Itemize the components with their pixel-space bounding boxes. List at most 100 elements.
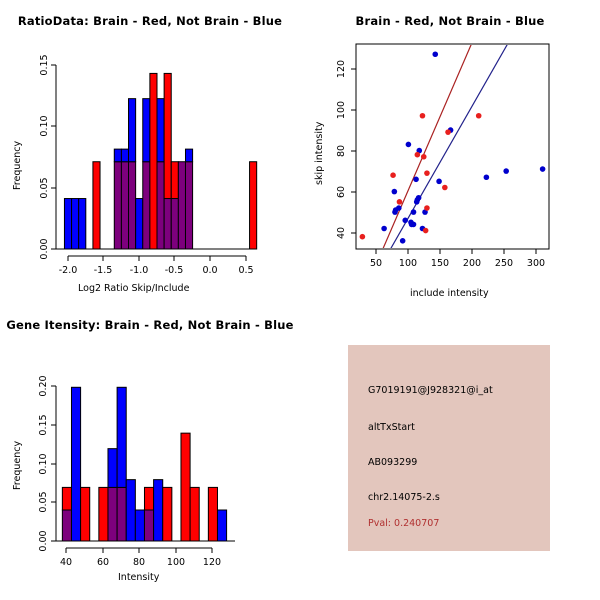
- svg-text:0.05: 0.05: [39, 177, 50, 198]
- svg-text:0.05: 0.05: [38, 491, 49, 512]
- histogram-bar-overlap: [113, 161, 122, 250]
- histogram-bar: [107, 448, 118, 488]
- histogram-bar-overlap: [107, 486, 118, 542]
- histogram-bar: [162, 486, 173, 542]
- histogram-bar: [71, 198, 80, 250]
- svg-text:0.15: 0.15: [39, 54, 50, 75]
- histogram-bar: [78, 198, 87, 250]
- histogram-bar-overlap: [156, 161, 165, 250]
- panel-gene-histogram: Gene Itensity: Brain - Red, Not Brain - …: [0, 300, 300, 600]
- scatter-point: [410, 209, 417, 215]
- svg-text:100: 100: [399, 258, 417, 269]
- histogram-bar-overlap: [116, 486, 127, 542]
- svg-text:100: 100: [167, 557, 185, 568]
- gene-histogram-y-axis: [51, 385, 57, 542]
- scatter-plot-box: [355, 43, 550, 250]
- svg-text:250: 250: [495, 258, 513, 269]
- scatter-point: [391, 188, 398, 195]
- svg-text:80: 80: [133, 557, 145, 568]
- info-locus: chr2.14075-2.s: [368, 492, 440, 503]
- histogram-bar: [249, 161, 258, 250]
- scatter-point: [410, 221, 417, 228]
- svg-text:0.00: 0.00: [39, 238, 50, 259]
- scatter-point: [390, 172, 396, 178]
- svg-text:0.10: 0.10: [38, 453, 49, 474]
- gene-histogram-x-axis: [65, 547, 213, 553]
- histogram-bar: [189, 486, 200, 542]
- svg-text:0.20: 0.20: [38, 375, 49, 396]
- scatter-point: [419, 112, 426, 119]
- svg-text:-2.0: -2.0: [59, 265, 78, 276]
- scatter-point: [445, 129, 451, 135]
- scatter-point: [422, 227, 429, 234]
- svg-text:200: 200: [463, 258, 481, 269]
- histogram-bar: [216, 509, 228, 542]
- svg-text:60: 60: [336, 186, 347, 198]
- histogram-bar: [184, 148, 194, 163]
- panel-info: G7019191@J928321@i_at altTxStart AB09329…: [300, 300, 600, 600]
- svg-text:60: 60: [97, 557, 109, 568]
- ratio-histogram-x-axis: [67, 255, 247, 261]
- histogram-bar-overlap: [142, 161, 151, 250]
- svg-text:40: 40: [336, 227, 347, 239]
- svg-text:120: 120: [336, 60, 347, 78]
- svg-text:0.0: 0.0: [202, 265, 217, 276]
- ratio-histogram-y-axis: [51, 64, 57, 250]
- scatter-point: [475, 112, 482, 119]
- histogram-bar: [125, 479, 136, 542]
- scatter-point: [402, 217, 409, 224]
- gene-histogram-title: Gene Itensity: Brain - Red, Not Brain - …: [6, 318, 294, 332]
- scatter-point: [396, 199, 403, 205]
- histogram-bar: [149, 72, 158, 250]
- histogram-bar: [135, 198, 144, 250]
- scatter-point: [539, 166, 546, 172]
- histogram-bar: [98, 486, 109, 542]
- scatter-point: [359, 233, 366, 240]
- histogram-bar: [63, 198, 73, 250]
- ratio-histogram-xlabel: Log2 Ratio Skip/Include: [78, 283, 190, 294]
- scatter-point: [413, 199, 420, 205]
- svg-text:120: 120: [203, 557, 221, 568]
- svg-text:300: 300: [527, 258, 545, 269]
- histogram-bar-overlap: [61, 509, 72, 542]
- histogram-bar: [80, 486, 91, 542]
- ratio-histogram-y-ticklabels: 0.15 0.10 0.05 0.00: [39, 54, 50, 259]
- info-event-type: altTxStart: [368, 422, 415, 433]
- ratio-histogram-canvas: 0.15 0.10 0.05 0.00 -2.0 -1.5 -1.0 -0.5: [39, 54, 258, 276]
- histogram-bar-overlap: [170, 198, 179, 250]
- scatter-point: [381, 225, 387, 232]
- scatter-fit-line: [382, 45, 472, 248]
- scatter-point: [442, 184, 448, 191]
- scatter-point: [413, 176, 419, 183]
- ratio-histogram-x-ticklabels: -2.0 -1.5 -1.0 -0.5 0.0 0.5: [59, 265, 254, 276]
- info-probe-id: G7019191@J928321@i_at: [368, 385, 493, 396]
- scatter-point: [392, 209, 398, 215]
- histogram-bar: [163, 72, 172, 200]
- histogram-bar-overlap: [163, 198, 172, 250]
- svg-text:40: 40: [60, 557, 72, 568]
- histogram-bar: [180, 432, 191, 542]
- scatter-point: [420, 153, 427, 160]
- svg-text:0.00: 0.00: [38, 530, 49, 551]
- gene-histogram-xlabel: Intensity: [118, 572, 160, 583]
- svg-text:80: 80: [336, 145, 347, 157]
- scatter-x-axis: [375, 249, 537, 254]
- histogram-bar: [143, 486, 155, 511]
- gene-histogram-canvas: 0.20 0.15 0.10 0.05 0.00 40 60 80 100 12…: [38, 375, 235, 568]
- scatter-point: [424, 170, 430, 176]
- histogram-bar-overlap: [177, 161, 186, 250]
- histogram-bar: [113, 148, 122, 163]
- histogram-bar: [120, 148, 130, 163]
- info-accession: AB093299: [368, 457, 418, 468]
- scatter-point: [483, 174, 490, 181]
- histogram-bar: [207, 486, 218, 542]
- scatter-point: [414, 151, 421, 158]
- svg-text:0.15: 0.15: [38, 414, 49, 435]
- scatter-point: [503, 168, 509, 174]
- info-pval: Pval: 0.240707: [368, 518, 440, 529]
- scatter-point: [424, 205, 430, 211]
- histogram-bar: [92, 161, 101, 250]
- histogram-bar: [170, 161, 179, 200]
- histogram-bar-overlap: [120, 161, 130, 250]
